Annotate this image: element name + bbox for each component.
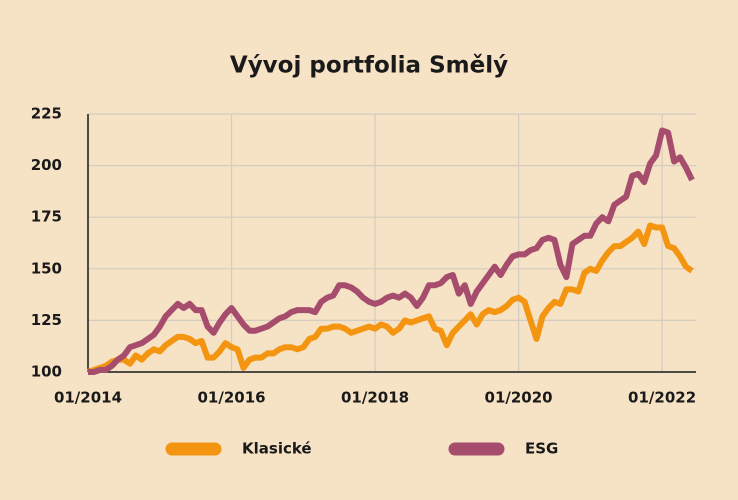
series-line: [87, 222, 694, 375]
x-tick-label: 01/2018: [341, 389, 409, 407]
y-tick-label: 150: [31, 259, 62, 277]
y-tick-label: 200: [31, 156, 62, 174]
x-tick-label: 01/2014: [54, 389, 122, 407]
y-tick-label: 175: [31, 208, 62, 226]
y-tick-label: 225: [31, 105, 62, 123]
legend-label: Klasické: [242, 440, 312, 458]
legend-label: ESG: [525, 440, 558, 458]
chart-title: Vývoj portfolia Smělý: [230, 53, 508, 79]
x-tick-label: 01/2020: [485, 389, 553, 407]
x-tick-label: 01/2022: [628, 389, 696, 407]
y-tick-label: 100: [31, 363, 62, 381]
series-line: [88, 127, 695, 375]
x-tick-label: 01/2016: [197, 389, 265, 407]
y-tick-label: 125: [31, 311, 62, 329]
